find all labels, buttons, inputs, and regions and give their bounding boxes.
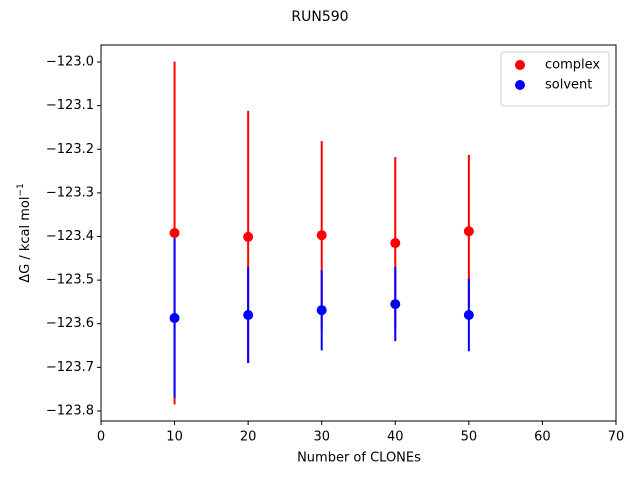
point <box>243 231 254 242</box>
y-tick-label: −123.0 <box>46 55 94 70</box>
point <box>316 305 327 316</box>
y-axis-label: ΔG / kcal mol−1 <box>16 183 33 283</box>
y-tick-label: −123.4 <box>46 229 94 244</box>
point <box>463 226 474 237</box>
legend-label: solvent <box>545 78 592 93</box>
axes-frame <box>100 44 617 422</box>
x-tick-label: 60 <box>534 430 551 445</box>
chart-title: RUN590 <box>291 9 348 25</box>
y-axis-label-main: ΔG / kcal mol <box>18 197 33 283</box>
x-tick-label: 10 <box>166 430 183 445</box>
y-axis-label-sup: −1 <box>16 183 26 196</box>
y-tick-label: −123.2 <box>46 142 94 157</box>
point <box>243 310 254 321</box>
x-axis-label: Number of CLONEs <box>297 451 421 466</box>
legend-marker <box>515 60 525 70</box>
x-tick-label: 30 <box>313 430 330 445</box>
y-tick-label: −123.8 <box>46 403 94 418</box>
y-tick-label: −123.3 <box>46 185 94 200</box>
legend-box <box>500 51 610 107</box>
legend-label: complex <box>545 58 600 73</box>
point <box>390 299 401 310</box>
y-tick-label: −123.6 <box>46 316 94 331</box>
point <box>169 228 180 238</box>
y-tick-label: −123.5 <box>46 273 94 288</box>
x-tick-label: 70 <box>608 430 625 445</box>
x-tick-label: 40 <box>387 430 404 445</box>
point <box>316 230 327 241</box>
y-tick-label: −123.1 <box>46 98 94 113</box>
y-tick-label: −123.7 <box>46 360 94 375</box>
x-tick-label: 50 <box>461 430 478 445</box>
x-tick-label: 0 <box>97 430 105 445</box>
point <box>169 313 180 324</box>
legend-marker <box>515 80 525 90</box>
x-tick-label: 20 <box>240 430 257 445</box>
point <box>463 310 474 321</box>
point <box>390 238 401 249</box>
